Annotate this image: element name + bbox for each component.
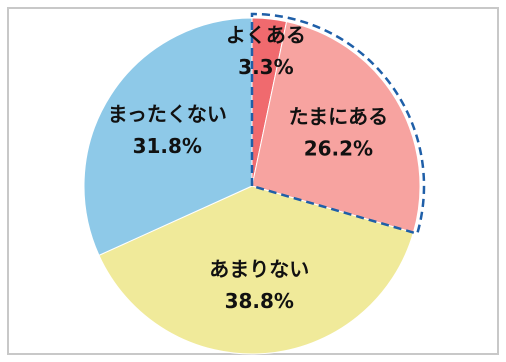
highlight-outline — [250, 12, 426, 236]
slice-label: まったくない — [108, 102, 227, 126]
pie-slice — [98, 185, 415, 355]
slice-label: たまにある — [289, 105, 388, 129]
pie-slice — [251, 20, 421, 234]
value-label: 26.2% — [304, 137, 373, 161]
value-label: 38.8% — [225, 289, 294, 313]
value-label: 3.3% — [238, 55, 293, 79]
slice-label: あまりない — [209, 257, 309, 281]
slice-label: よくある — [226, 23, 306, 47]
value-label: 31.8% — [133, 134, 202, 158]
pie-slice — [83, 17, 253, 256]
